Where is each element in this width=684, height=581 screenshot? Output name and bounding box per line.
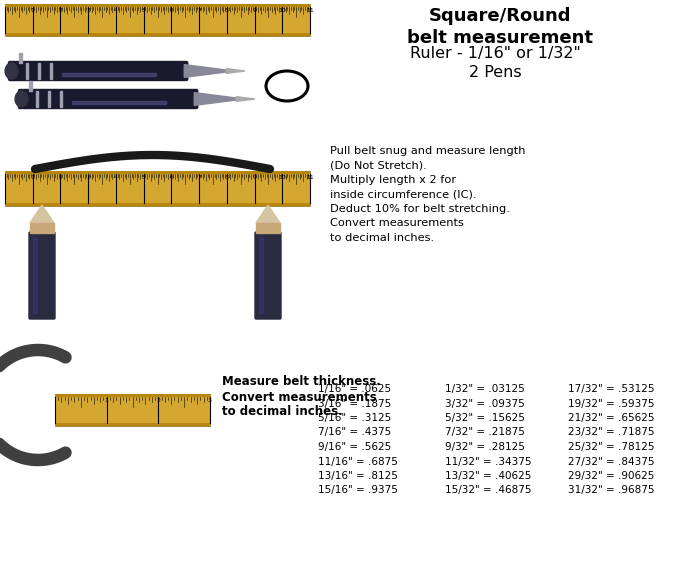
Text: 25/32" = .78125: 25/32" = .78125 <box>568 442 655 452</box>
Text: 9: 9 <box>252 8 256 13</box>
Text: 3/16" = .1875: 3/16" = .1875 <box>318 399 391 408</box>
Text: 31/32" = .96875: 31/32" = .96875 <box>568 486 655 496</box>
Text: 9/16" = .5625: 9/16" = .5625 <box>318 442 391 452</box>
Bar <box>55 394 210 426</box>
Text: 1/16" = .0625: 1/16" = .0625 <box>318 384 391 394</box>
Text: 19/32" = .59375: 19/32" = .59375 <box>568 399 655 408</box>
Bar <box>256 223 280 233</box>
Text: 5: 5 <box>142 8 146 13</box>
Text: inside circumference (IC).: inside circumference (IC). <box>330 189 477 199</box>
Text: 11: 11 <box>306 175 314 180</box>
Text: 8: 8 <box>225 175 228 180</box>
Bar <box>5 4 310 7</box>
FancyBboxPatch shape <box>29 232 55 319</box>
Text: 2: 2 <box>58 8 62 13</box>
Text: 27/32" = .84375: 27/32" = .84375 <box>568 457 655 467</box>
Text: 11/16" = .6875: 11/16" = .6875 <box>318 457 398 467</box>
Text: Convert measurements: Convert measurements <box>222 391 377 404</box>
Polygon shape <box>226 69 245 73</box>
Text: Ruler - 1/16" or 1/32": Ruler - 1/16" or 1/32" <box>410 46 581 61</box>
Text: 13/32" = .40625: 13/32" = .40625 <box>445 471 531 481</box>
Bar <box>38 63 40 79</box>
Text: 15/16" = .9375: 15/16" = .9375 <box>318 486 398 496</box>
Bar <box>55 394 210 397</box>
Polygon shape <box>194 92 236 105</box>
Text: 6: 6 <box>170 175 173 180</box>
Text: Square/Round
belt measurement: Square/Round belt measurement <box>407 7 593 47</box>
Bar <box>5 203 310 206</box>
Text: 5/16" = .3125: 5/16" = .3125 <box>318 413 391 423</box>
FancyBboxPatch shape <box>18 89 198 109</box>
Text: Multiply length x 2 for: Multiply length x 2 for <box>330 175 456 185</box>
Text: 1: 1 <box>31 8 35 13</box>
Ellipse shape <box>5 63 18 79</box>
Bar <box>30 223 54 233</box>
Text: 23/32" = .71875: 23/32" = .71875 <box>568 428 655 437</box>
Bar <box>29 81 32 91</box>
Bar <box>36 91 38 107</box>
Bar <box>62 73 156 76</box>
Text: (Do Not Stretch).: (Do Not Stretch). <box>330 160 427 170</box>
Text: 3: 3 <box>86 8 90 13</box>
Polygon shape <box>236 96 255 102</box>
Text: 2 Pens: 2 Pens <box>469 65 521 80</box>
Text: 1: 1 <box>105 398 109 403</box>
Text: 3: 3 <box>86 175 90 180</box>
Text: 4: 4 <box>114 8 118 13</box>
Bar <box>72 102 166 104</box>
Polygon shape <box>184 64 226 77</box>
Text: 7: 7 <box>197 175 201 180</box>
Text: 9/32" = .28125: 9/32" = .28125 <box>445 442 525 452</box>
Text: 1/32" = .03125: 1/32" = .03125 <box>445 384 525 394</box>
Bar <box>60 91 62 107</box>
Text: 21/32" = .65625: 21/32" = .65625 <box>568 413 655 423</box>
Text: 4: 4 <box>114 175 118 180</box>
Text: 15/32" = .46875: 15/32" = .46875 <box>445 486 531 496</box>
Text: Measure belt thickness.: Measure belt thickness. <box>222 375 381 388</box>
Text: Convert measurements: Convert measurements <box>330 218 464 228</box>
Text: 11: 11 <box>306 8 314 13</box>
Text: 17/32" = .53125: 17/32" = .53125 <box>568 384 655 394</box>
FancyBboxPatch shape <box>8 62 187 81</box>
Polygon shape <box>256 205 280 223</box>
Bar <box>33 238 37 313</box>
Text: 11/32" = .34375: 11/32" = .34375 <box>445 457 531 467</box>
Text: 10: 10 <box>278 175 286 180</box>
Text: 7: 7 <box>197 8 201 13</box>
FancyBboxPatch shape <box>255 232 281 319</box>
Text: 1: 1 <box>31 175 35 180</box>
Bar <box>27 63 29 79</box>
Text: 2: 2 <box>157 398 160 403</box>
Text: 6: 6 <box>170 8 173 13</box>
Text: 29/32" = .90625: 29/32" = .90625 <box>568 471 655 481</box>
Bar <box>259 238 263 313</box>
Bar <box>48 91 50 107</box>
Text: 3/32" = .09375: 3/32" = .09375 <box>445 399 525 408</box>
Text: to decimal inches.: to decimal inches. <box>222 405 343 418</box>
Text: 13/16" = .8125: 13/16" = .8125 <box>318 471 398 481</box>
Bar <box>5 4 310 36</box>
Bar <box>5 33 310 36</box>
Bar <box>55 423 210 426</box>
Text: Deduct 10% for belt stretching.: Deduct 10% for belt stretching. <box>330 204 510 214</box>
Bar <box>50 63 52 79</box>
Polygon shape <box>30 205 54 223</box>
Text: to decimal inches.: to decimal inches. <box>330 233 434 243</box>
Text: 10: 10 <box>278 8 286 13</box>
Bar <box>19 53 22 63</box>
Bar <box>5 171 310 174</box>
Text: 7/16" = .4375: 7/16" = .4375 <box>318 428 391 437</box>
Ellipse shape <box>15 91 28 107</box>
Text: 5/32" = .15625: 5/32" = .15625 <box>445 413 525 423</box>
Text: Pull belt snug and measure length: Pull belt snug and measure length <box>330 146 525 156</box>
Text: 9: 9 <box>252 175 256 180</box>
Text: 3: 3 <box>208 398 212 403</box>
Text: 5: 5 <box>142 175 146 180</box>
Text: 8: 8 <box>225 8 228 13</box>
Text: 2: 2 <box>58 175 62 180</box>
Bar <box>5 171 310 206</box>
Text: 7/32" = .21875: 7/32" = .21875 <box>445 428 525 437</box>
